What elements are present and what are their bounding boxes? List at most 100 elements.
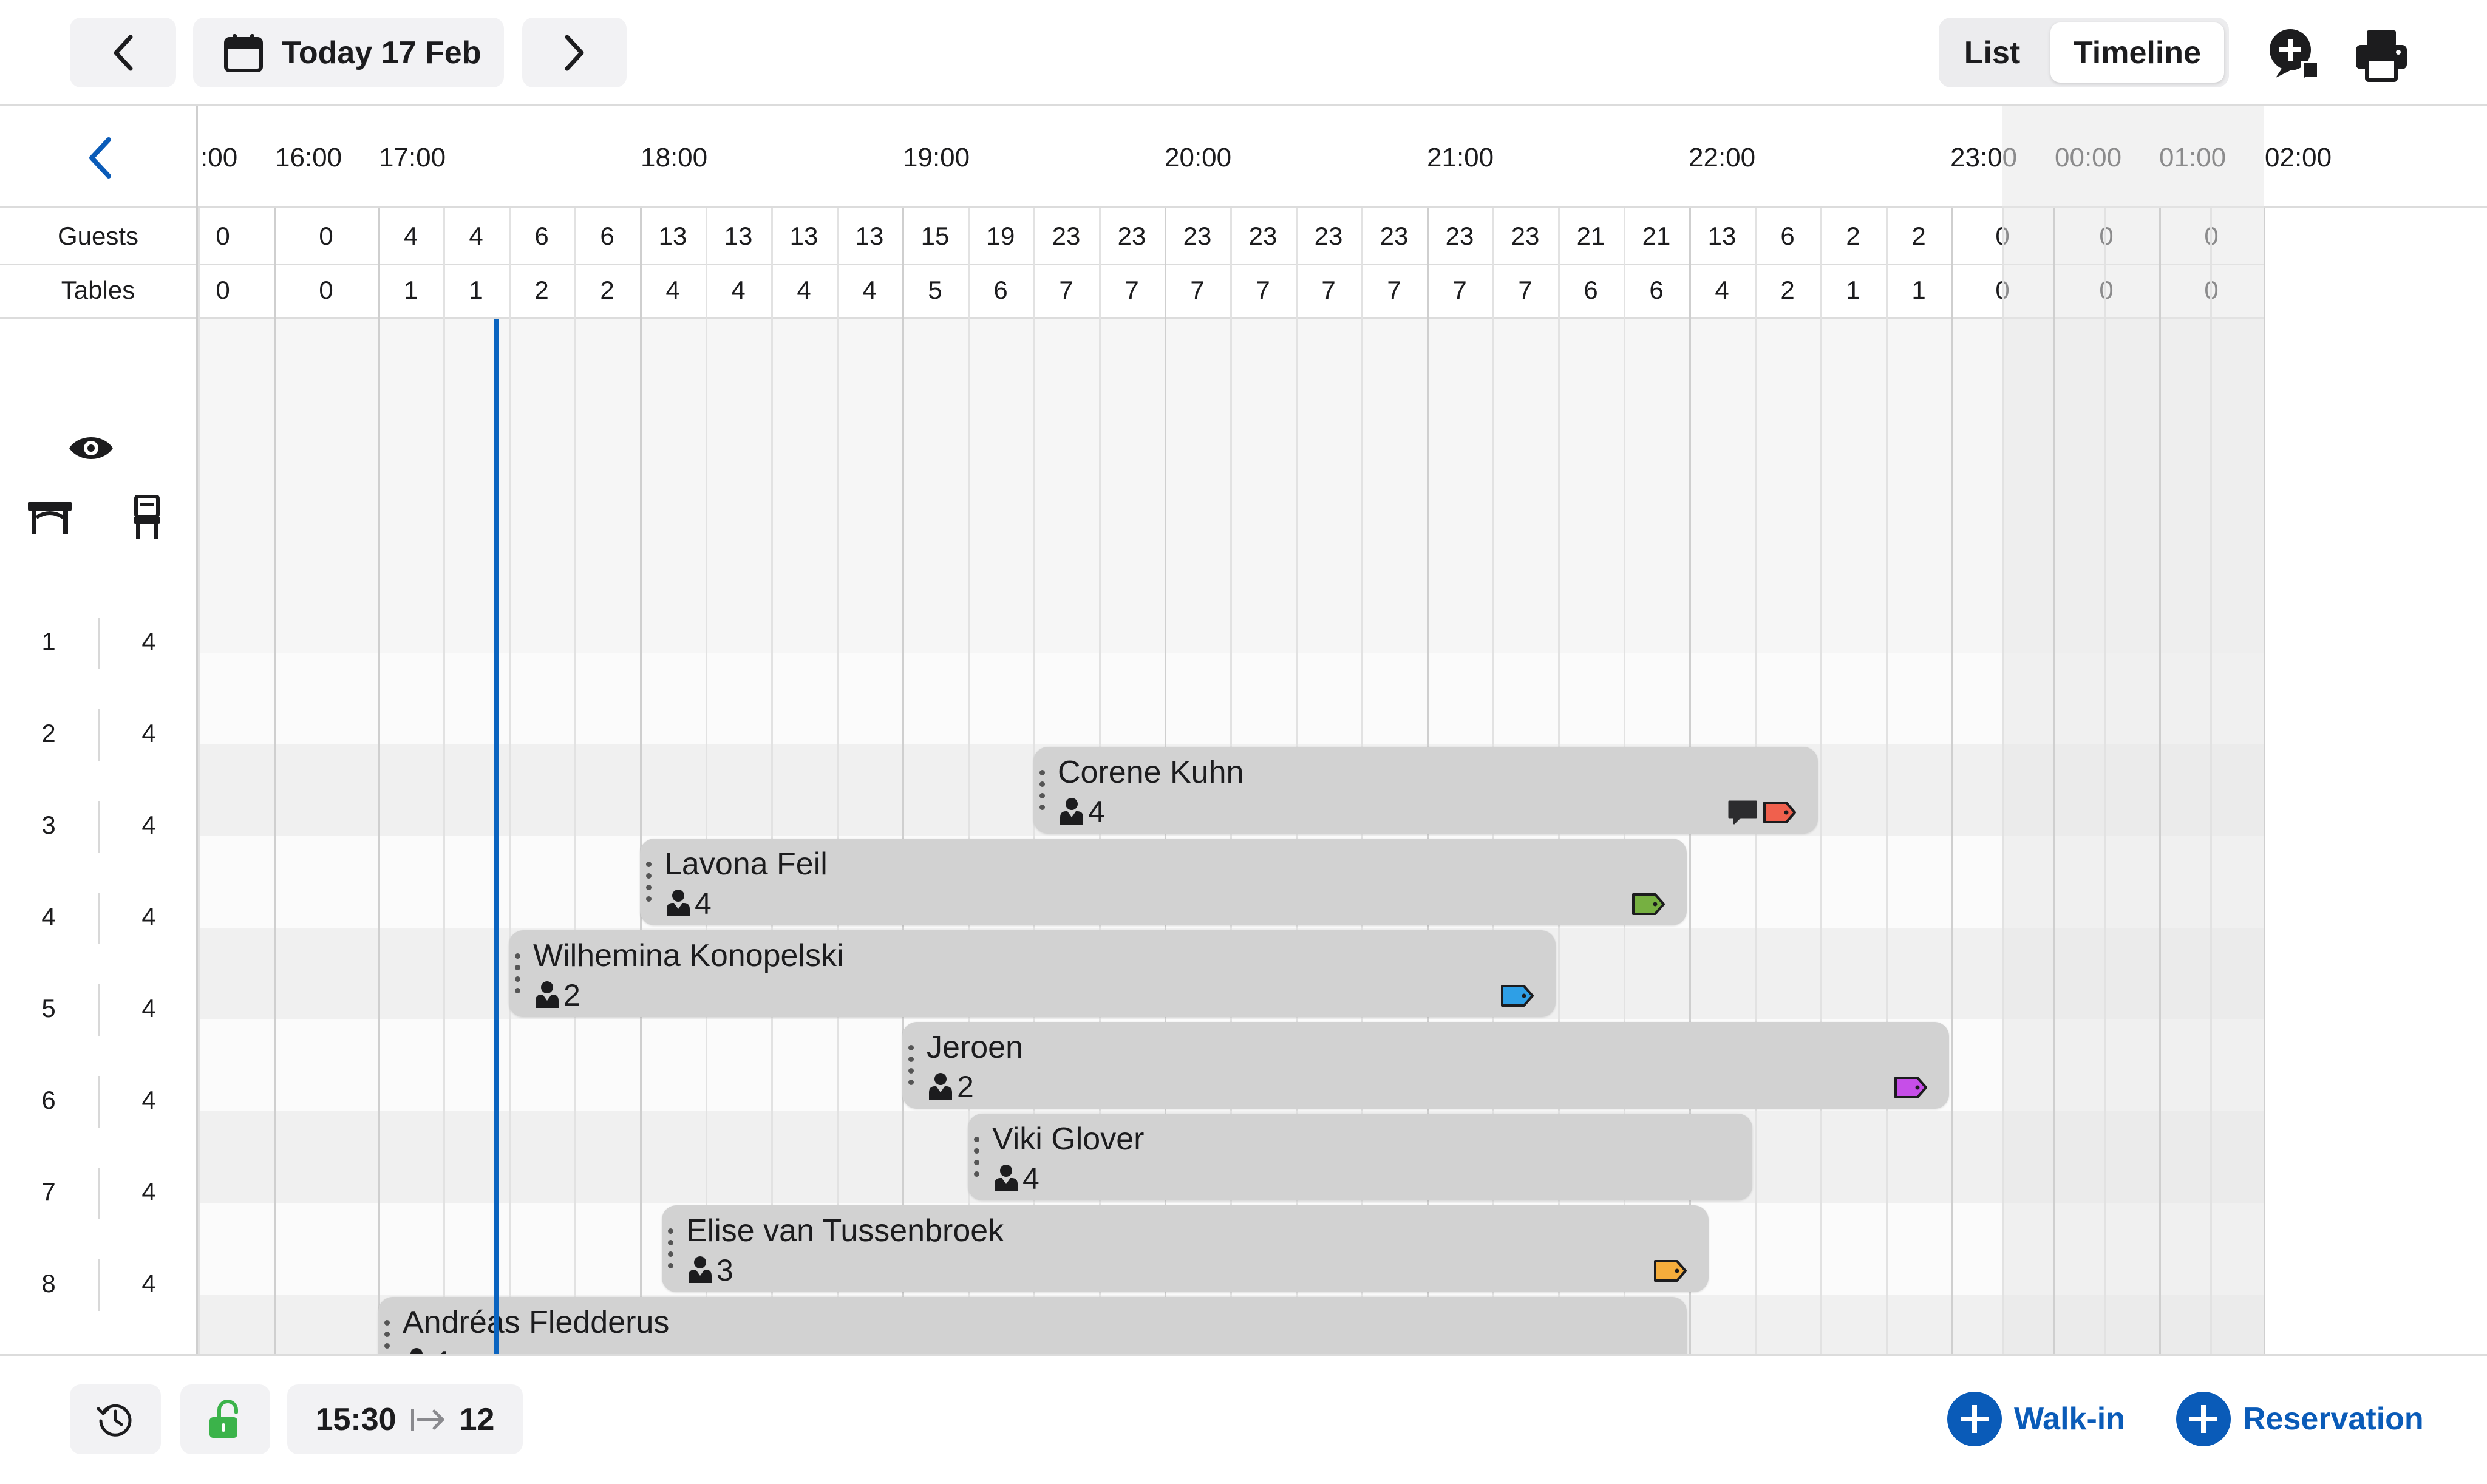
grid-line — [198, 208, 200, 1354]
tag-icon — [1654, 1260, 1687, 1282]
tag-icon — [1501, 985, 1534, 1007]
tables-count-cell: 5 — [928, 276, 942, 304]
guests-count-cell: 13 — [724, 222, 753, 250]
guest-icon — [995, 1165, 1018, 1191]
guest-icon — [1060, 798, 1083, 825]
drag-handle-icon[interactable] — [974, 1137, 980, 1178]
date-label: Today 17 Feb — [282, 35, 481, 70]
guest-icon — [689, 1256, 712, 1283]
reservation-bar[interactable]: Elise van Tussenbroek 3 — [662, 1205, 1709, 1292]
table-icon — [28, 502, 72, 534]
guests-count-cell: 13 — [855, 222, 884, 250]
guests-count-cell: 13 — [658, 222, 687, 250]
guests-count-cell: 21 — [1642, 222, 1671, 250]
hour-label: :00 — [200, 143, 238, 172]
tables-count-cell: 4 — [731, 276, 746, 304]
history-clock-icon — [97, 1404, 132, 1437]
plus-circle-icon — [2176, 1392, 2231, 1446]
drag-handle-icon[interactable] — [515, 953, 521, 995]
next-day-button[interactable] — [522, 18, 627, 87]
grid-line — [509, 208, 511, 1354]
table-seats: 4 — [141, 627, 156, 656]
hour-label: 16:00 — [275, 143, 342, 172]
guest-count: 3 — [716, 1253, 733, 1287]
divider — [98, 801, 100, 853]
add-chat-icon[interactable] — [2265, 24, 2325, 85]
selected-time: 15:30 — [315, 1401, 396, 1437]
grid-line — [640, 208, 642, 1354]
guest-icon — [929, 1073, 952, 1100]
tables-count-cell: 7 — [1059, 276, 1073, 304]
guests-row-label: Guests — [57, 222, 139, 250]
grid-line — [2002, 208, 2004, 1354]
visibility-eye-icon[interactable] — [67, 432, 115, 464]
drag-handle-icon[interactable] — [646, 862, 652, 903]
table-number: 5 — [41, 994, 56, 1023]
walk-in-button[interactable]: Walk-in — [1947, 1392, 2125, 1446]
divider — [98, 1259, 100, 1311]
hour-label: 02:00 — [2265, 143, 2332, 172]
tab-list[interactable]: List — [1964, 35, 2021, 70]
divider — [98, 984, 100, 1036]
grid-line — [837, 208, 839, 1354]
reservation-name: Lavona Feil — [664, 846, 828, 882]
guests-count-cell: 23 — [1248, 222, 1278, 250]
guests-count-cell: 4 — [403, 222, 418, 250]
hour-label: 19:00 — [903, 143, 970, 172]
chevron-left-icon — [114, 35, 132, 70]
grid-line — [274, 208, 276, 1354]
time-capacity-button[interactable]: 15:30 12 — [287, 1384, 523, 1454]
reservation-name: Elise van Tussenbroek — [686, 1213, 1004, 1248]
chair-icon — [134, 495, 160, 539]
grid-line — [968, 208, 970, 1354]
table-seats: 4 — [141, 1177, 156, 1206]
tab-timeline[interactable]: Timeline — [2050, 22, 2224, 83]
hour-label: 17:00 — [379, 143, 446, 172]
reservation-bar[interactable]: Lavona Feil 4 — [640, 839, 1687, 925]
hour-label: 22:00 — [1689, 143, 1756, 172]
arrow-to-icon — [410, 1408, 444, 1431]
tag-icon — [1763, 802, 1796, 823]
guests-count-cell: 23 — [1052, 222, 1081, 250]
reservation-bar[interactable]: Wilhemina Konopelski 2 — [509, 930, 1556, 1017]
tables-count-cell: 4 — [797, 276, 811, 304]
tables-count-cell: 4 — [665, 276, 680, 304]
scroll-back-chevron-icon[interactable] — [82, 134, 118, 182]
guests-count-cell: 15 — [920, 222, 950, 250]
drag-handle-icon[interactable] — [908, 1045, 914, 1086]
guests-count-cell: 19 — [986, 222, 1015, 250]
hour-label: 20:00 — [1165, 143, 1232, 172]
reservation-bar[interactable]: Viki Glover 4 — [968, 1114, 1752, 1200]
grid-line — [1951, 208, 1953, 1354]
tables-count-cell: 7 — [1452, 276, 1467, 304]
tables-count-cell: 2 — [600, 276, 614, 304]
guests-count-cell: 0 — [216, 222, 230, 250]
grid-line — [378, 208, 380, 1354]
guest-count: 2 — [563, 978, 580, 1012]
table-seats: 4 — [141, 902, 156, 931]
new-reservation-button[interactable]: Reservation — [2176, 1392, 2424, 1446]
printer-icon[interactable] — [2351, 24, 2412, 85]
date-picker-button[interactable]: Today 17 Feb — [193, 18, 504, 87]
grid-line — [2104, 208, 2106, 1354]
tables-row-label: Tables — [61, 276, 135, 304]
drag-handle-icon[interactable] — [1039, 770, 1046, 811]
tables-count-cell: 1 — [1846, 276, 1860, 304]
tables-count-cell: 7 — [1190, 276, 1205, 304]
reservation-bar[interactable]: Jeroen 2 — [902, 1022, 1949, 1109]
table-number: 1 — [41, 627, 56, 656]
grid-line — [2264, 208, 2265, 1354]
reservation-bar[interactable]: Corene Kuhn 4 — [1033, 747, 1818, 834]
tables-count-cell: 7 — [1124, 276, 1139, 304]
hour-label: 18:00 — [641, 143, 708, 172]
guests-count-cell: 4 — [469, 222, 483, 250]
lock-toggle-button[interactable] — [180, 1384, 270, 1454]
grid-line — [706, 208, 707, 1354]
table-number: 3 — [41, 811, 56, 839]
previous-day-button[interactable] — [70, 18, 176, 87]
reservation-name: Corene Kuhn — [1058, 755, 1244, 790]
drag-handle-icon[interactable] — [668, 1228, 674, 1270]
bottom-toolbar: 15:30 12 — [0, 1354, 2487, 1484]
divider — [98, 893, 100, 944]
history-button[interactable] — [70, 1384, 161, 1454]
